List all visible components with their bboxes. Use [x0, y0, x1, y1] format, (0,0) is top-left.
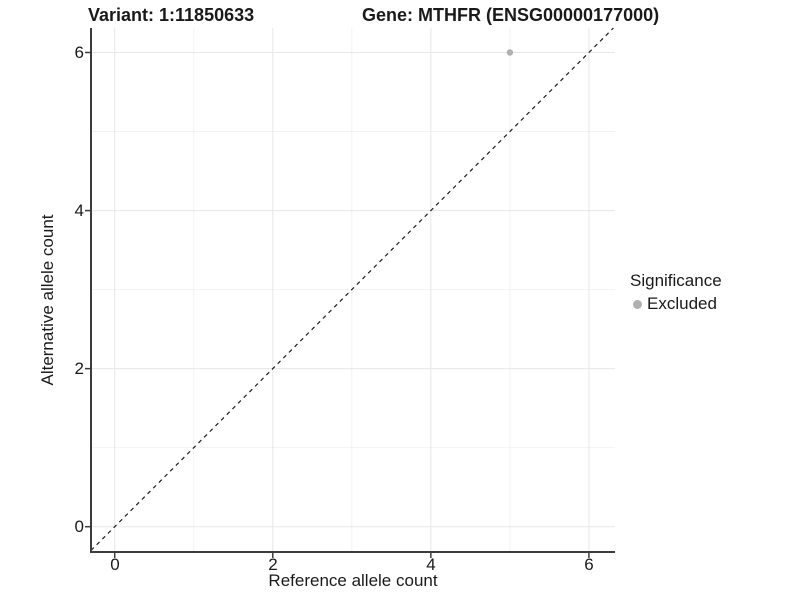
x-tick-label: 0 — [110, 555, 120, 574]
y-tick-label: 4 — [74, 201, 84, 220]
legend-item-excluded: Excluded — [630, 294, 722, 314]
legend-title: Significance — [630, 271, 722, 290]
legend-dot-icon — [633, 299, 642, 309]
legend-item-label: Excluded — [647, 294, 717, 313]
x-tick-label: 2 — [268, 555, 278, 574]
y-tick-label: 0 — [74, 517, 84, 536]
plot-title-variant: Variant: 1:11850633 — [88, 5, 255, 25]
identity-dashed-line — [90, 27, 614, 551]
plot-title-gene: Gene: MTHFR (ENSG00000177000) — [362, 5, 660, 25]
x-tick-label: 6 — [584, 555, 594, 574]
x-tick-label: 4 — [426, 555, 436, 574]
x-axis-title: Reference allele count — [268, 571, 438, 590]
data-point-excluded — [506, 49, 514, 56]
y-tick-label: 2 — [74, 359, 84, 378]
y-axis-title: Alternative allele count — [38, 214, 57, 386]
legend: Significance Excluded — [630, 271, 722, 314]
y-tick-label: 6 — [74, 43, 84, 62]
